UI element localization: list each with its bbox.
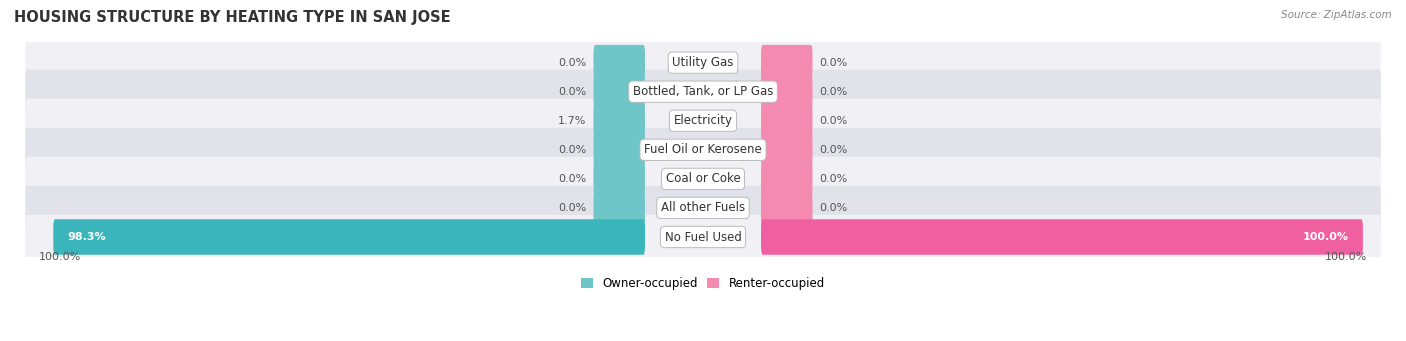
FancyBboxPatch shape [53, 219, 645, 255]
FancyBboxPatch shape [25, 99, 1381, 143]
Text: 0.0%: 0.0% [558, 87, 586, 97]
Text: 0.0%: 0.0% [820, 116, 848, 126]
Text: HOUSING STRUCTURE BY HEATING TYPE IN SAN JOSE: HOUSING STRUCTURE BY HEATING TYPE IN SAN… [14, 10, 451, 25]
FancyBboxPatch shape [25, 215, 1381, 259]
FancyBboxPatch shape [761, 132, 813, 167]
Legend: Owner-occupied, Renter-occupied: Owner-occupied, Renter-occupied [581, 277, 825, 290]
FancyBboxPatch shape [761, 103, 813, 138]
Text: All other Fuels: All other Fuels [661, 202, 745, 214]
Text: No Fuel Used: No Fuel Used [665, 231, 741, 243]
Text: 0.0%: 0.0% [820, 58, 848, 68]
Text: 100.0%: 100.0% [1303, 232, 1350, 242]
Text: 100.0%: 100.0% [1324, 252, 1367, 262]
Text: Bottled, Tank, or LP Gas: Bottled, Tank, or LP Gas [633, 85, 773, 98]
Text: 0.0%: 0.0% [558, 203, 586, 213]
Text: Utility Gas: Utility Gas [672, 56, 734, 69]
Text: Fuel Oil or Kerosene: Fuel Oil or Kerosene [644, 143, 762, 156]
Text: 0.0%: 0.0% [558, 58, 586, 68]
FancyBboxPatch shape [593, 45, 645, 80]
Text: 0.0%: 0.0% [820, 203, 848, 213]
FancyBboxPatch shape [593, 74, 645, 109]
FancyBboxPatch shape [761, 74, 813, 109]
FancyBboxPatch shape [761, 45, 813, 80]
Text: Coal or Coke: Coal or Coke [665, 173, 741, 186]
FancyBboxPatch shape [25, 41, 1381, 85]
FancyBboxPatch shape [25, 70, 1381, 114]
Text: 0.0%: 0.0% [820, 87, 848, 97]
FancyBboxPatch shape [761, 190, 813, 226]
FancyBboxPatch shape [761, 161, 813, 197]
Text: 0.0%: 0.0% [558, 174, 586, 184]
FancyBboxPatch shape [593, 161, 645, 197]
Text: 0.0%: 0.0% [558, 145, 586, 155]
Text: 100.0%: 100.0% [39, 252, 82, 262]
Text: 1.7%: 1.7% [558, 116, 586, 126]
Text: 0.0%: 0.0% [820, 174, 848, 184]
FancyBboxPatch shape [593, 190, 645, 226]
FancyBboxPatch shape [593, 103, 645, 138]
Text: 0.0%: 0.0% [820, 145, 848, 155]
FancyBboxPatch shape [25, 157, 1381, 201]
Text: Source: ZipAtlas.com: Source: ZipAtlas.com [1281, 10, 1392, 20]
FancyBboxPatch shape [761, 219, 1362, 255]
Text: 98.3%: 98.3% [67, 232, 105, 242]
FancyBboxPatch shape [593, 132, 645, 167]
FancyBboxPatch shape [25, 128, 1381, 172]
Text: Electricity: Electricity [673, 114, 733, 127]
FancyBboxPatch shape [25, 186, 1381, 230]
